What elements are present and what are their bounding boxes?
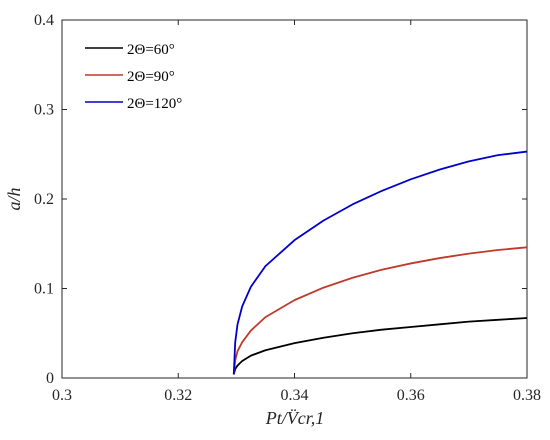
y-tick-label: 0 (46, 370, 54, 387)
y-tick-label: 0.3 (34, 102, 54, 119)
x-tick-label: 0.34 (281, 387, 309, 404)
series-line-0 (232, 317, 528, 375)
series-line-1 (232, 246, 528, 375)
x-tick-label: 0.32 (164, 387, 192, 404)
plot-area (61, 19, 528, 379)
legend-label-1: 2Θ=90° (127, 69, 175, 85)
y-axis-label: a/h (4, 187, 24, 210)
x-axis: 0.3 0.32 0.34 0.36 0.38 (52, 20, 541, 404)
x-axis-label: Pt/V̈cr,1 (265, 408, 325, 428)
x-tick-label: 0.36 (397, 387, 425, 404)
y-axis: 0 0.1 0.2 0.3 0.4 (34, 12, 527, 387)
y-tick-label: 0.4 (34, 12, 54, 29)
y-tick-label: 0.1 (34, 281, 54, 298)
series-line-2 (232, 150, 528, 375)
legend: 2Θ=60° 2Θ=90° 2Θ=120° (85, 42, 182, 112)
legend-label-2: 2Θ=120° (127, 96, 182, 112)
y-tick-label: 0.2 (34, 191, 54, 208)
series-layer (232, 150, 528, 375)
x-tick-label: 0.3 (52, 387, 72, 404)
legend-label-0: 2Θ=60° (127, 42, 175, 58)
x-tick-label: 0.38 (513, 387, 541, 404)
